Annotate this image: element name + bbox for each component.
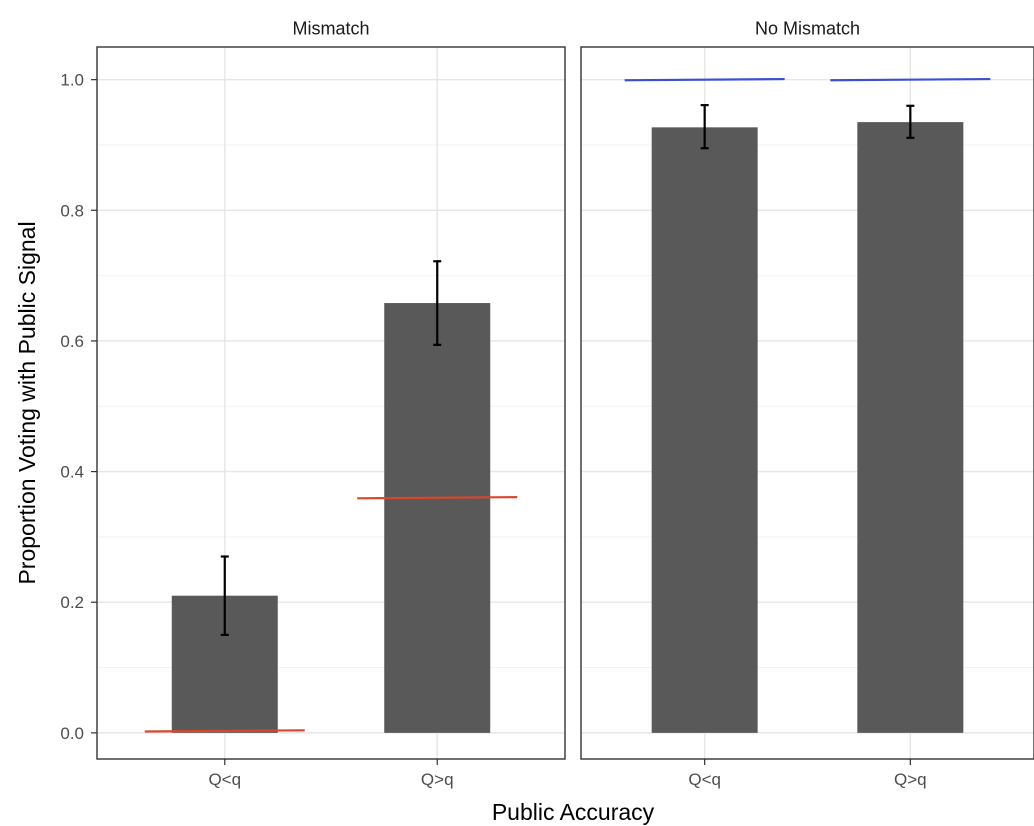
- y-axis: 0.0 0.2 0.4 0.6 0.8 1.0: [60, 71, 97, 743]
- reference-line: [144, 729, 305, 733]
- panel-1: Mismatch Q<q Q>q: [96, 19, 566, 789]
- y-tick-label: 0.2: [60, 593, 84, 612]
- x-axis-title: Public Accuracy: [492, 799, 655, 825]
- reference-line: [624, 77, 785, 82]
- x-tick-label: Q>q: [894, 770, 927, 789]
- panels: Mismatch Q<q Q>q No Mismatch Q<q Q>q: [96, 19, 1034, 789]
- x-tick-label: Q<q: [688, 770, 721, 789]
- y-tick-label: 0.4: [60, 463, 84, 482]
- bar: [857, 122, 964, 733]
- x-tick-label: Q<q: [208, 770, 241, 789]
- x-tick-label: Q>q: [421, 770, 454, 789]
- reference-line: [357, 496, 518, 500]
- bar: [384, 303, 491, 733]
- facet-strip-label: No Mismatch: [755, 19, 860, 39]
- bar: [651, 127, 758, 733]
- y-tick-label: 0.8: [60, 201, 84, 220]
- y-tick-label: 0.0: [60, 724, 84, 743]
- panel-border: [580, 46, 1034, 760]
- panel-border: [96, 46, 566, 760]
- y-axis-title: Proportion Voting with Public Signal: [14, 221, 40, 584]
- reference-line: [830, 77, 991, 82]
- facet-strip-label: Mismatch: [292, 19, 369, 39]
- y-tick-label: 0.6: [60, 332, 84, 351]
- panel-2: No Mismatch Q<q Q>q: [580, 19, 1034, 789]
- y-tick-label: 1.0: [60, 71, 84, 90]
